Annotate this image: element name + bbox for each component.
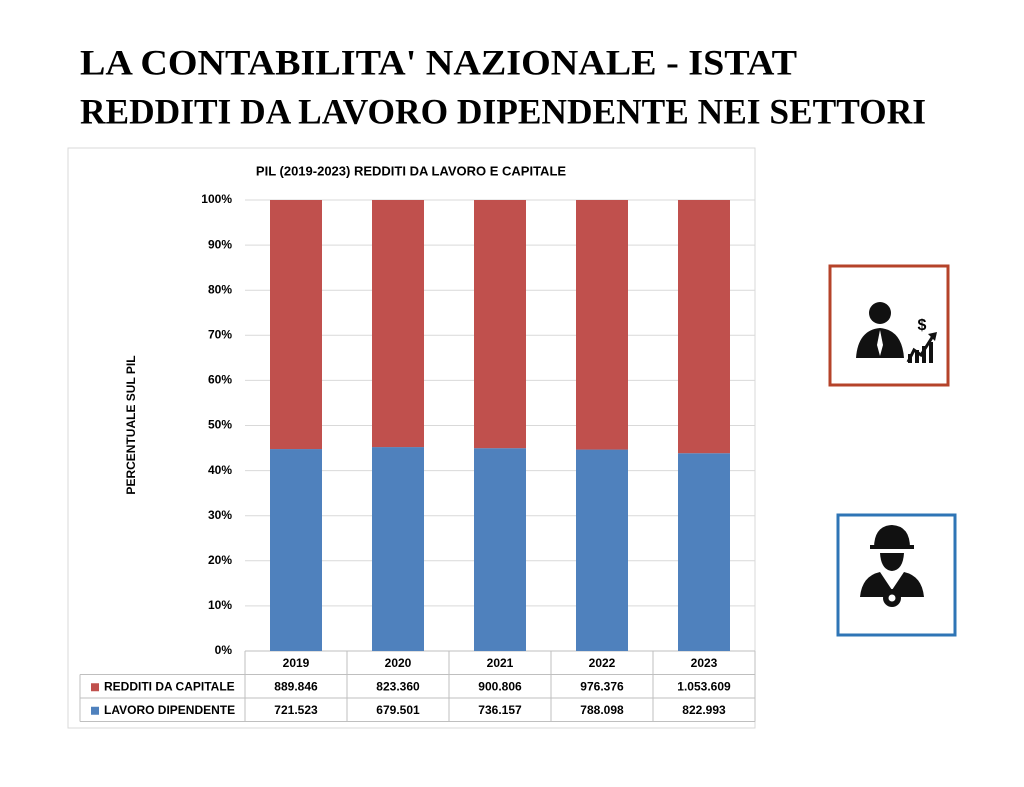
table-value: 721.523: [274, 703, 318, 717]
bar-segment: [270, 200, 322, 450]
y-tick-label: 50%: [208, 418, 232, 432]
y-tick-label: 20%: [208, 553, 232, 567]
legend-swatch: [91, 706, 99, 715]
y-axis-title: PERCENTUALE SUL PIL: [124, 355, 138, 494]
table-value: 976.376: [580, 679, 624, 693]
bar-segment: [678, 453, 730, 651]
table-value: 823.360: [376, 679, 420, 693]
legend-swatch: [91, 683, 99, 692]
bar-segment: [270, 449, 322, 651]
table-value: 900.806: [478, 679, 522, 693]
chart-title: PIL (2019-2023) REDDITI DA LAVORO E CAPI…: [256, 163, 566, 178]
icon-worker: [836, 513, 957, 637]
y-tick-label: 30%: [208, 508, 232, 522]
table-value: 679.501: [376, 703, 420, 717]
icon-business: $: [828, 264, 950, 387]
y-tick-label: 70%: [208, 327, 232, 341]
table-value: 822.993: [682, 703, 726, 717]
y-tick-label: 80%: [208, 282, 232, 296]
table-value: 889.846: [274, 679, 318, 693]
table-value: 736.157: [478, 703, 522, 717]
page-subtitle: REDDITI DA LAVORO DIPENDENTE NEI SETTORI: [80, 91, 926, 131]
y-tick-label: 90%: [208, 237, 232, 251]
x-tick-label: 2022: [589, 656, 616, 670]
x-tick-label: 2023: [691, 656, 718, 670]
x-tick-label: 2021: [487, 656, 514, 670]
bar-segment: [678, 200, 730, 454]
x-tick-label: 2020: [385, 656, 412, 670]
bar-segment: [576, 200, 628, 450]
table-value: 788.098: [580, 703, 624, 717]
bar-segment: [372, 200, 424, 448]
y-tick-label: 40%: [208, 463, 232, 477]
x-tick-label: 2019: [283, 656, 310, 670]
y-tick-label: 60%: [208, 373, 232, 387]
bar-segment: [372, 447, 424, 651]
legend-label: LAVORO DIPENDENTE: [104, 703, 235, 717]
bar-segment: [576, 449, 628, 651]
svg-text:$: $: [918, 317, 927, 334]
table-value: 1.053.609: [677, 679, 731, 693]
y-tick-label: 10%: [208, 598, 232, 612]
legend-label: REDDITI DA CAPITALE: [104, 679, 235, 693]
bar-segment: [474, 200, 526, 449]
page-title: LA CONTABILITA' NAZIONALE - ISTAT: [80, 42, 797, 82]
y-tick-label: 100%: [201, 192, 232, 206]
y-tick-label: 0%: [215, 643, 233, 657]
bar-segment: [474, 448, 526, 651]
